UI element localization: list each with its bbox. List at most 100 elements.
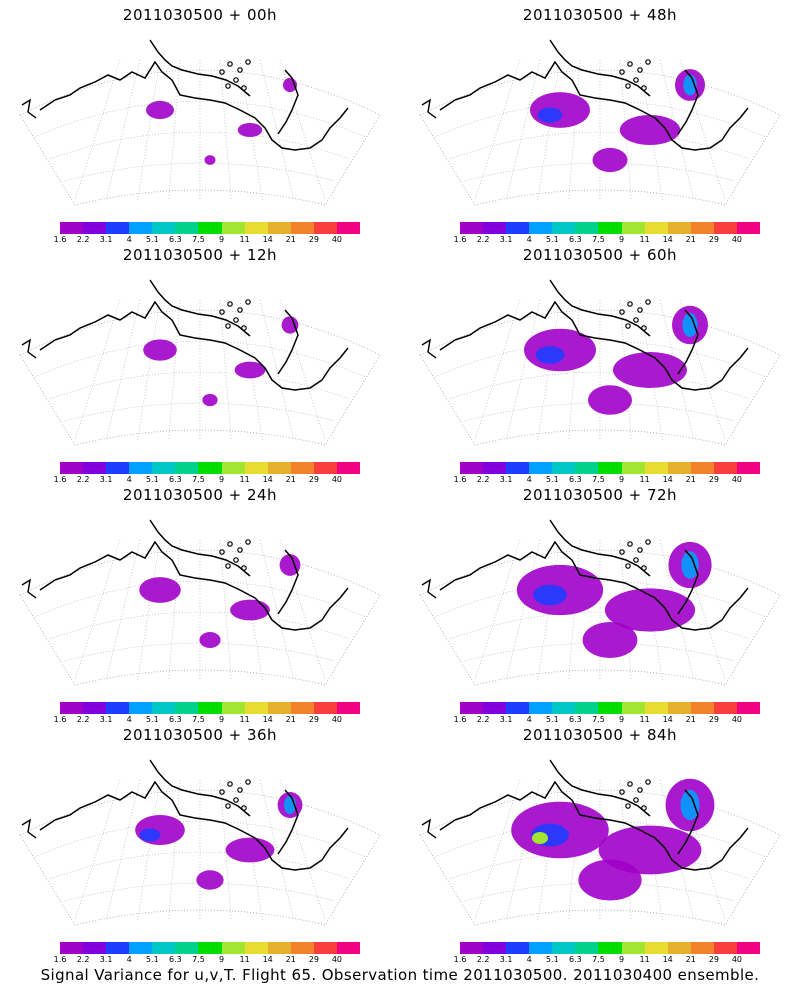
- polar-map: [419, 759, 781, 926]
- colorbar-label: 1.6: [53, 955, 67, 964]
- colorbar-label: 3.1: [499, 235, 513, 244]
- domain-boundary: [19, 69, 381, 206]
- colorbar-swatch: [152, 462, 176, 474]
- colorbar-label: 11: [239, 955, 250, 964]
- coastline: [277, 309, 299, 375]
- variance-region: [537, 107, 563, 123]
- colorbar-label: 1.6: [53, 235, 67, 244]
- colorbar-swatch: [175, 462, 199, 474]
- colorbar-swatch: [667, 222, 691, 234]
- colorbar-swatch: [575, 222, 599, 234]
- colorbar-swatch: [736, 222, 761, 234]
- colorbar-label: 7.5: [192, 475, 205, 484]
- island: [237, 547, 243, 553]
- coastline: [421, 338, 437, 359]
- panel-title: 2011030500 + 48h: [522, 6, 678, 24]
- variance-region: [681, 551, 699, 579]
- colorbar-label: 5.1: [545, 475, 559, 484]
- colorbar-swatch: [506, 222, 530, 234]
- coastline: [549, 39, 651, 97]
- colorbar-swatch: [244, 942, 268, 954]
- coastline: [39, 60, 349, 151]
- island: [225, 563, 231, 569]
- variance-region: [619, 115, 681, 145]
- coastline: [549, 279, 651, 337]
- colorbar-swatch: [736, 942, 761, 954]
- colorbar-swatch: [83, 222, 107, 234]
- colorbar-swatch: [621, 222, 645, 234]
- meridian-line: [568, 539, 581, 681]
- colorbar-label: 7.5: [192, 235, 205, 244]
- island: [625, 323, 631, 329]
- colorbar-swatch: [575, 942, 599, 954]
- colorbar-swatch: [736, 462, 761, 474]
- colorbar-label: 14: [662, 475, 673, 484]
- island: [625, 83, 631, 89]
- meridian-line: [168, 539, 181, 681]
- colorbar-swatch: [221, 702, 245, 714]
- map-panel: 2011030500 + 60h 1.6 2.2 3.1 4 5.1 6.3 7.5 9 11 14…: [400, 240, 800, 490]
- colorbar-label: 5.1: [145, 955, 159, 964]
- latitude-line: [49, 131, 351, 160]
- colorbar-swatch: [483, 462, 507, 474]
- island: [641, 85, 647, 91]
- colorbar-swatch: [336, 702, 361, 714]
- colorbar-swatch: [198, 222, 222, 234]
- colorbar-label: 4: [526, 955, 532, 964]
- colorbar-label: 1.6: [453, 715, 467, 724]
- colorbar-label: 9: [218, 235, 225, 244]
- latitude-line: [34, 340, 366, 378]
- island: [227, 61, 233, 67]
- colorbar-label: 11: [239, 475, 250, 484]
- colorbar-swatch: [667, 942, 691, 954]
- variance-region: [204, 155, 216, 165]
- colorbar-swatch: [290, 462, 314, 474]
- island: [241, 805, 247, 811]
- colorbar-label: 6.3: [569, 475, 582, 484]
- colorbar-swatch: [713, 942, 737, 954]
- colorbar-label: 14: [262, 235, 273, 244]
- colorbar-swatch: [129, 222, 153, 234]
- coastline: [677, 789, 699, 855]
- island: [641, 325, 647, 331]
- coastline: [277, 549, 299, 615]
- colorbar-label: 40: [331, 955, 343, 964]
- colorbar-swatch: [598, 702, 622, 714]
- island: [233, 317, 239, 323]
- colorbar-label: 2.2: [476, 235, 490, 244]
- colorbar-label: 6.3: [169, 475, 182, 484]
- colorbar-label: 11: [639, 475, 650, 484]
- meridian-line: [474, 779, 521, 921]
- meridian-line: [74, 779, 121, 921]
- island: [619, 309, 625, 315]
- coastline: [39, 540, 349, 631]
- island: [645, 59, 651, 65]
- latitude-line: [49, 611, 351, 640]
- island: [227, 301, 233, 307]
- colorbar-swatch: [483, 222, 507, 234]
- variance-region: [237, 123, 263, 137]
- map-panel: 2011030500 + 00h 1.6 2.2 3.1 4 5.1 6.3 7.5 9 11 14…: [0, 0, 400, 250]
- colorbar-swatch: [483, 702, 507, 714]
- island: [233, 557, 239, 563]
- colorbar-swatch: [244, 702, 268, 714]
- domain-boundary: [19, 549, 381, 686]
- colorbar-swatch: [690, 222, 714, 234]
- meridian-line: [219, 299, 232, 441]
- colorbar-label: 11: [639, 955, 650, 964]
- colorbar-label: 6.3: [569, 235, 582, 244]
- colorbar-label: 1.6: [453, 235, 467, 244]
- colorbar-label: 29: [708, 235, 719, 244]
- variance-region: [146, 100, 174, 120]
- island: [625, 803, 631, 809]
- colorbar-swatch: [267, 942, 291, 954]
- colorbar-label: 7.5: [592, 235, 605, 244]
- colorbar-label: 29: [708, 955, 719, 964]
- colorbar-swatch: [290, 702, 314, 714]
- coastline: [39, 300, 349, 391]
- island: [645, 779, 651, 785]
- domain-boundary: [419, 69, 781, 206]
- colorbar-label: 6.3: [569, 955, 582, 964]
- colorbar-label: 9: [218, 715, 225, 724]
- colorbar-label: 14: [262, 955, 273, 964]
